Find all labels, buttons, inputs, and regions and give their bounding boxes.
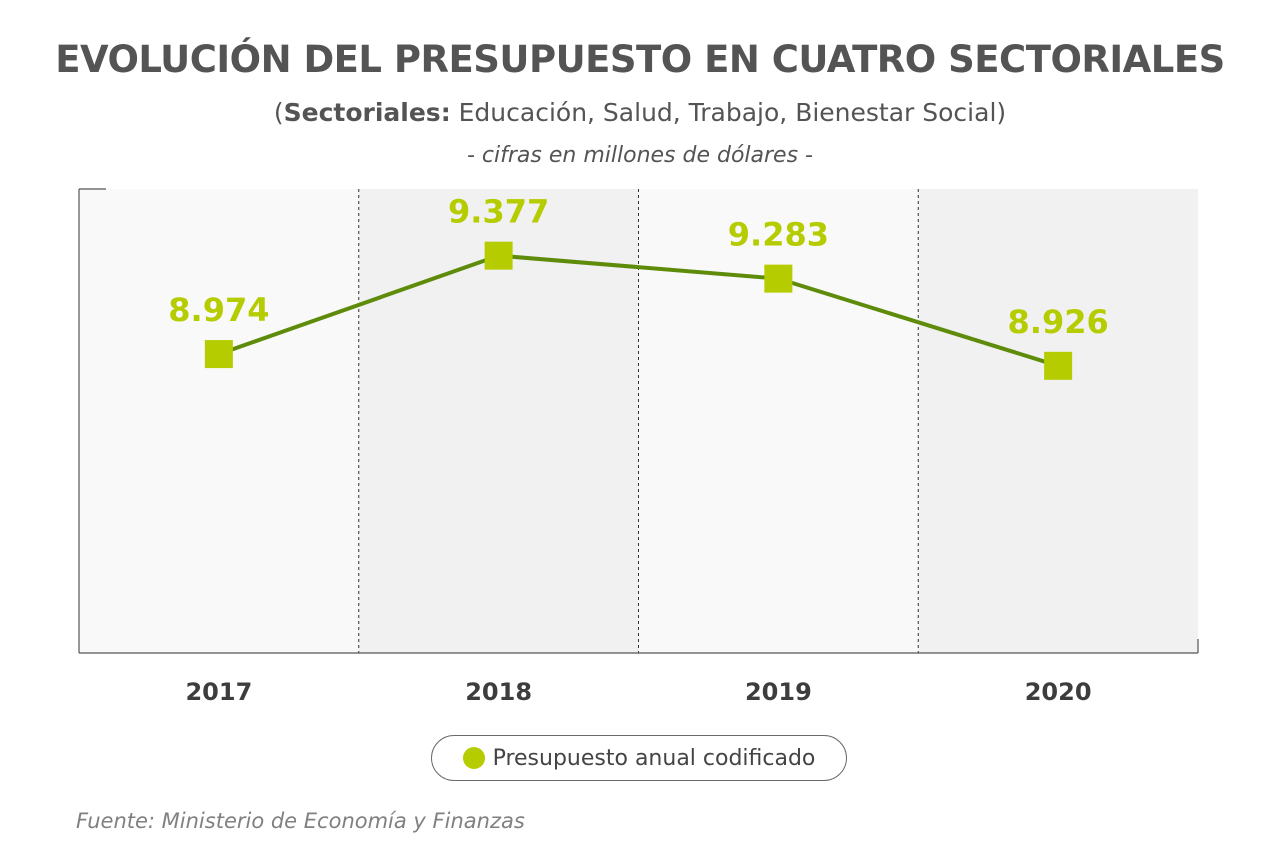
subtitle-bold-label: Sectoriales: (283, 98, 451, 127)
legend-marker (462, 747, 485, 769)
column-band-2017 (79, 189, 359, 653)
data-point-2020 (1044, 351, 1073, 380)
subtitle-sectors: Educación, Salud, Trabajo, Bienestar Soc… (450, 98, 1007, 127)
x-tick-label-2020: 2020 (1025, 678, 1092, 706)
column-band-2020 (918, 189, 1198, 653)
data-point-2017 (204, 340, 233, 369)
data-label-2019: 9.283 (728, 216, 829, 254)
data-label-2020: 8.926 (1008, 303, 1109, 341)
chart-title: EVOLUCIÓN DEL PRESUPUESTO EN CUATRO SECT… (55, 38, 1225, 81)
column-band-2019 (638, 189, 919, 653)
units-note: - cifras en millones de dólares - (467, 143, 813, 168)
source-note: Fuente: Ministerio de Economía y Finanza… (76, 809, 525, 833)
legend: Presupuesto anual codificado (431, 735, 847, 781)
series-line (218, 253, 1059, 368)
data-label-2017: 8.974 (168, 291, 269, 329)
x-tick-label-2018: 2018 (465, 678, 532, 706)
subtitle-open-paren: ( (273, 98, 284, 127)
data-point-2019 (764, 264, 793, 293)
chart-subtitle: (Sectoriales: Educación, Salud, Trabajo,… (0, 98, 1280, 127)
data-label-2018: 9.377 (448, 193, 549, 231)
x-tick-label-2019: 2019 (745, 678, 812, 706)
legend-label: Presupuesto anual codificado (492, 745, 816, 771)
data-point-2018 (484, 241, 513, 270)
x-tick-label-2017: 2017 (185, 678, 252, 706)
